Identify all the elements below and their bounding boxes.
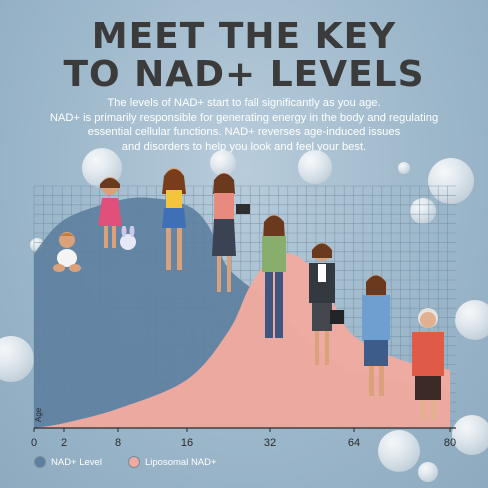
legend-swatch [34,456,46,468]
bubble-decoration [410,198,436,224]
x-axis-label: Age [34,407,43,422]
x-tick-label: 64 [347,437,361,449]
legend-label: NAD+ Level [51,456,102,468]
woman-business-figure [309,243,344,365]
woman-tablet-figure [212,173,250,292]
description: The levels of NAD+ start to fall signifi… [40,96,448,154]
x-tick-label: 80 [443,437,457,449]
title-line-1: MEET THE KEY [91,16,397,57]
bubble-decoration [210,150,236,176]
child-figure [98,177,122,248]
bubble-decoration [378,430,420,472]
series-liposomal-nad-area [34,253,450,428]
x-tick-label: 0 [30,437,38,449]
description-line: NAD+ is primarily responsible for genera… [49,111,439,124]
bubble-decoration [398,162,410,174]
bubble-decoration [298,150,332,184]
elderly-woman-figure [412,308,444,420]
baby-figure [53,232,81,272]
bubble-decoration [452,415,488,455]
x-axis-ticks [33,428,451,432]
teen-figure [162,168,186,270]
legend-item-liposomal-nad: Liposomal NAD+ [128,456,217,468]
woman-middle-age-figure [362,275,390,396]
bubble-decoration [428,158,474,204]
bubble-decoration [455,300,488,340]
legend-swatch [128,456,140,468]
x-tick-label: 8 [114,437,122,449]
bubble-decoration [418,462,438,482]
legend-label: Liposomal NAD+ [145,456,217,468]
description-line: essential cellular functions. NAD+ rever… [87,126,401,138]
description-line: and disorders to help you look and feel … [121,140,367,153]
x-tick-label: 32 [263,437,277,449]
x-tick-label: 16 [180,437,194,449]
woman-casual-figure [262,215,286,338]
bunny-toy [120,226,136,250]
legend-item-nad-level: NAD+ Level [34,456,102,468]
title-line-2: TO NAD+ LEVELS [63,54,425,95]
description-line: The levels of NAD+ start to fall signifi… [107,97,381,109]
x-tick-label: 2 [60,437,68,449]
